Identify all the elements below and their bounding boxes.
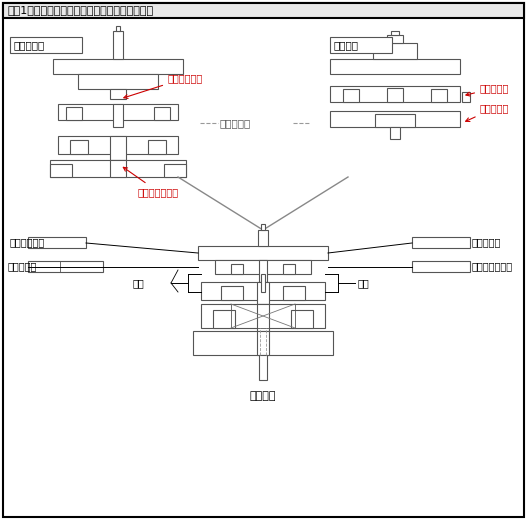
Bar	[3, 3, 524, 18]
Bar	[261, 224, 265, 230]
Bar	[257, 304, 269, 332]
Text: 総抜き型: 総抜き型	[250, 391, 276, 401]
Text: ストリッパ: ストリッパ	[466, 83, 510, 96]
Bar	[259, 260, 267, 282]
Bar	[50, 160, 186, 177]
Bar	[258, 230, 268, 246]
Bar	[387, 88, 403, 102]
Bar	[113, 31, 123, 59]
Text: ノックアウト: ノックアウト	[10, 237, 45, 247]
Bar	[375, 114, 415, 127]
Bar	[221, 286, 243, 300]
Bar	[110, 160, 126, 177]
Text: ストリッパ: ストリッパ	[8, 261, 37, 271]
Bar	[291, 310, 313, 328]
Bar	[259, 355, 267, 380]
Bar	[343, 89, 359, 102]
Bar	[213, 310, 235, 328]
Bar	[412, 261, 470, 272]
Text: 複合: 複合	[133, 278, 145, 288]
Text: 外部抜きパンチ: 外部抜きパンチ	[472, 261, 513, 271]
Bar	[283, 286, 305, 300]
Bar	[78, 74, 158, 89]
Bar	[330, 111, 460, 127]
Bar	[257, 331, 269, 355]
Text: 組み合わせ: 組み合わせ	[220, 118, 251, 128]
Bar	[113, 104, 123, 127]
Bar	[330, 86, 460, 102]
Bar	[231, 304, 295, 328]
Bar	[283, 264, 295, 274]
Bar	[201, 304, 325, 328]
Bar	[462, 92, 470, 102]
Bar	[257, 282, 269, 304]
Bar	[58, 104, 178, 120]
Bar	[53, 59, 183, 74]
Bar	[391, 31, 399, 35]
Bar	[70, 140, 88, 154]
Text: 外部抜きパンチ: 外部抜きパンチ	[123, 167, 179, 197]
Bar	[110, 89, 126, 99]
Bar	[164, 164, 186, 177]
Bar	[50, 164, 72, 177]
Bar	[330, 37, 392, 53]
Bar	[148, 140, 166, 154]
Bar	[116, 26, 120, 31]
Bar	[373, 43, 417, 59]
Bar	[387, 35, 403, 43]
Bar	[28, 261, 103, 272]
Bar	[231, 264, 243, 274]
Text: ノックアウト: ノックアウト	[124, 73, 203, 98]
Bar	[66, 107, 82, 120]
Text: 穴抜き型: 穴抜き型	[333, 40, 358, 50]
Bar	[431, 89, 447, 102]
Bar	[58, 136, 178, 154]
Bar	[110, 136, 126, 160]
Bar	[412, 237, 470, 248]
Bar	[10, 37, 82, 53]
Bar	[390, 127, 400, 139]
Bar	[261, 274, 265, 292]
Bar	[198, 246, 328, 260]
Bar	[215, 260, 311, 274]
Text: 外形抜き型: 外形抜き型	[13, 40, 44, 50]
Text: 穴抜きダイ: 穴抜きダイ	[466, 103, 510, 122]
Bar	[201, 282, 325, 300]
Text: 【図1】複合金型構造の作り方（総抜き型の例）: 【図1】複合金型構造の作り方（総抜き型の例）	[8, 6, 154, 16]
Bar	[193, 331, 333, 355]
Text: 穴抜きダイ: 穴抜きダイ	[472, 237, 501, 247]
Text: 複合: 複合	[358, 278, 370, 288]
Bar	[28, 237, 86, 248]
Bar	[330, 59, 460, 74]
Bar	[154, 107, 170, 120]
